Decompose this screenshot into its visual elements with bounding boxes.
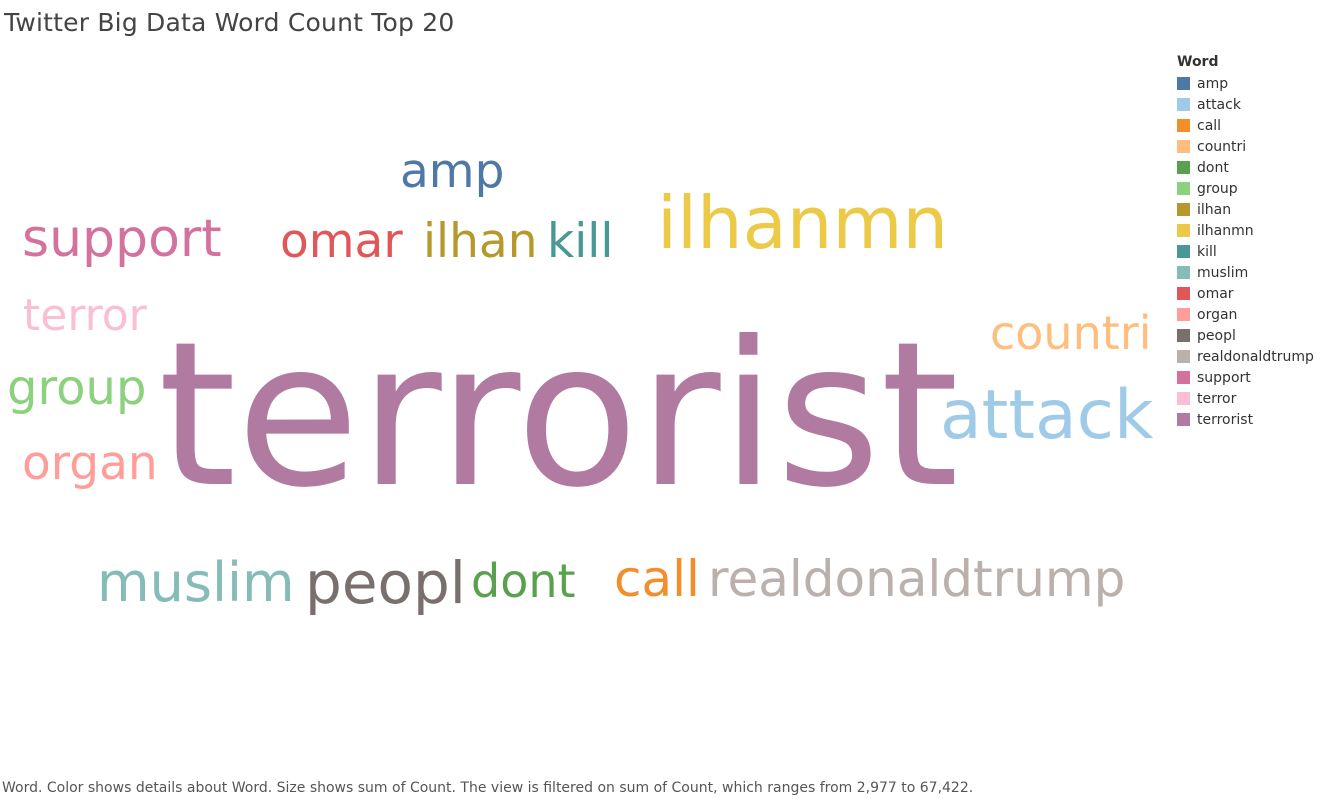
legend-item[interactable]: terrorist	[1177, 409, 1322, 430]
legend-label: organ	[1197, 306, 1238, 323]
legend-swatch	[1177, 329, 1190, 342]
legend-swatch	[1177, 350, 1190, 363]
word-dont[interactable]: dont	[471, 554, 576, 608]
legend-item[interactable]: support	[1177, 367, 1322, 388]
legend-item[interactable]: realdonaldtrump	[1177, 346, 1322, 367]
chart-title: Twitter Big Data Word Count Top 20	[4, 8, 455, 37]
legend-item[interactable]: terror	[1177, 388, 1322, 409]
legend-label: attack	[1197, 96, 1241, 113]
legend-title: Word	[1177, 54, 1219, 70]
word-organ[interactable]: organ	[22, 436, 158, 491]
legend-swatch	[1177, 371, 1190, 384]
legend: Word amp attack call countri dont group ilhan i…	[1177, 54, 1322, 430]
legend-item[interactable]: peopl	[1177, 325, 1322, 346]
legend-item[interactable]: group	[1177, 178, 1322, 199]
legend-label: peopl	[1197, 327, 1236, 344]
word-peopl[interactable]: peopl	[305, 549, 466, 617]
legend-label: kill	[1197, 243, 1217, 260]
legend-label: support	[1197, 369, 1251, 386]
legend-item[interactable]: call	[1177, 115, 1322, 136]
legend-swatch	[1177, 413, 1190, 426]
word-group[interactable]: group	[7, 360, 147, 416]
word-support[interactable]: support	[22, 209, 222, 269]
legend-label: omar	[1197, 285, 1234, 302]
word-muslim[interactable]: muslim	[97, 551, 295, 614]
legend-swatch	[1177, 98, 1190, 111]
legend-item[interactable]: amp	[1177, 73, 1322, 94]
legend-item[interactable]: omar	[1177, 283, 1322, 304]
legend-item[interactable]: dont	[1177, 157, 1322, 178]
word-countri[interactable]: countri	[990, 306, 1152, 360]
legend-label: call	[1197, 117, 1222, 134]
legend-label: ilhanmn	[1197, 222, 1254, 239]
legend-label: muslim	[1197, 264, 1249, 281]
legend-label: terrorist	[1197, 411, 1254, 428]
word-kill[interactable]: kill	[547, 214, 614, 269]
chart-caption: Word. Color shows details about Word. Si…	[2, 780, 974, 796]
word-call[interactable]: call	[614, 550, 700, 608]
legend-item[interactable]: ilhanmn	[1177, 220, 1322, 241]
legend-swatch	[1177, 182, 1190, 195]
legend-item[interactable]: muslim	[1177, 262, 1322, 283]
legend-swatch	[1177, 245, 1190, 258]
legend-swatch	[1177, 308, 1190, 321]
word-attack[interactable]: attack	[940, 376, 1154, 455]
legend-item[interactable]: attack	[1177, 94, 1322, 115]
legend-label: amp	[1197, 75, 1229, 92]
legend-label: group	[1197, 180, 1238, 197]
legend-label: ilhan	[1197, 201, 1232, 218]
legend-label: terror	[1197, 390, 1237, 407]
legend-swatch	[1177, 287, 1190, 300]
legend-swatch	[1177, 203, 1190, 216]
word-terror[interactable]: terror	[23, 290, 147, 341]
legend-swatch	[1177, 140, 1190, 153]
legend-swatch	[1177, 119, 1190, 132]
legend-swatch	[1177, 392, 1190, 405]
legend-swatch	[1177, 224, 1190, 237]
legend-item[interactable]: organ	[1177, 304, 1322, 325]
word-ilhan[interactable]: ilhan	[423, 214, 538, 269]
legend-item[interactable]: ilhan	[1177, 199, 1322, 220]
legend-item[interactable]: countri	[1177, 136, 1322, 157]
legend-swatch	[1177, 77, 1190, 90]
word-ilhanmn[interactable]: ilhanmn	[657, 181, 949, 265]
legend-swatch	[1177, 266, 1190, 279]
legend-item[interactable]: kill	[1177, 241, 1322, 262]
word-realdonaldtrump[interactable]: realdonaldtrump	[708, 550, 1126, 608]
legend-label: countri	[1197, 138, 1247, 155]
word-terrorist[interactable]: terrorist	[158, 299, 959, 532]
legend-label: realdonaldtrump	[1197, 348, 1314, 365]
legend-items: amp attack call countri dont group ilhan ilhanm…	[1177, 73, 1322, 430]
legend-swatch	[1177, 161, 1190, 174]
word-amp[interactable]: amp	[400, 144, 505, 199]
word-omar[interactable]: omar	[280, 214, 403, 269]
legend-label: dont	[1197, 159, 1229, 176]
